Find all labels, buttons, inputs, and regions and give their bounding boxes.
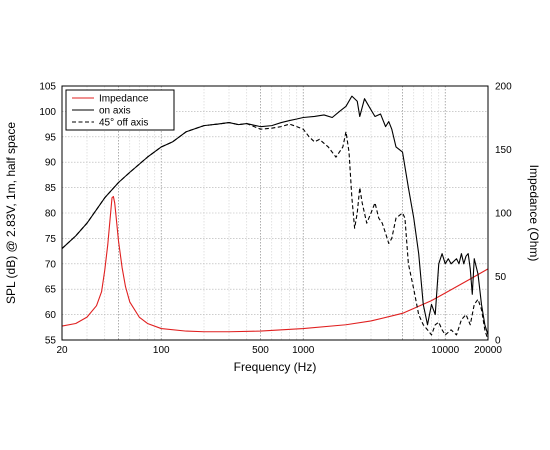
legend: Impedance on axis 45° off axis (65, 89, 175, 131)
y-tick-label: 90 (45, 158, 57, 169)
series-line-45-off-axis (61, 122, 489, 341)
plot-frame (61, 85, 489, 341)
legend-label-off-axis: 45° off axis (99, 118, 148, 129)
y2-tick-label: 50 (495, 272, 507, 283)
y2-axis-label: Impedance (Ohm) (527, 165, 541, 262)
legend-label-on-axis: on axis (99, 106, 131, 117)
x-tick-label: 20 (56, 345, 68, 356)
x-axis-label: Frequency (Hz) (234, 360, 317, 374)
series-line-impedance (61, 195, 489, 333)
y-tick-label: 55 (45, 336, 57, 347)
x-tick-label: 10000 (431, 345, 459, 356)
x-tick-label: 1000 (292, 345, 315, 356)
y2-tick-label: 0 (495, 336, 501, 347)
x-tick-label: 20000 (474, 345, 502, 356)
x-tick-label: 500 (252, 345, 269, 356)
y-tick-label: 95 (45, 132, 57, 143)
y-tick-label: 105 (39, 82, 56, 93)
legend-label-impedance: Impedance (99, 94, 149, 105)
y2-tick-label: 100 (495, 209, 512, 220)
y-tick-label: 100 (39, 107, 56, 118)
series-line-on-axis (61, 95, 489, 336)
x-tick-label: 100 (153, 345, 170, 356)
y-tick-label: 65 (45, 285, 57, 296)
y-tick-label: 60 (45, 310, 57, 321)
tick-labels: 20 100 500 1000 10000 20000556065707580859095… (39, 82, 512, 357)
y-tick-label: 85 (45, 183, 57, 194)
series-group (61, 95, 489, 341)
y2-tick-label: 150 (495, 145, 512, 156)
y2-tick-label: 200 (495, 82, 512, 93)
y-tick-label: 70 (45, 259, 57, 270)
y-axis-label: SPL (dB) @ 2.83V, 1m, half space (4, 122, 18, 304)
y-tick-label: 75 (45, 234, 57, 245)
y-tick-label: 80 (45, 209, 57, 220)
